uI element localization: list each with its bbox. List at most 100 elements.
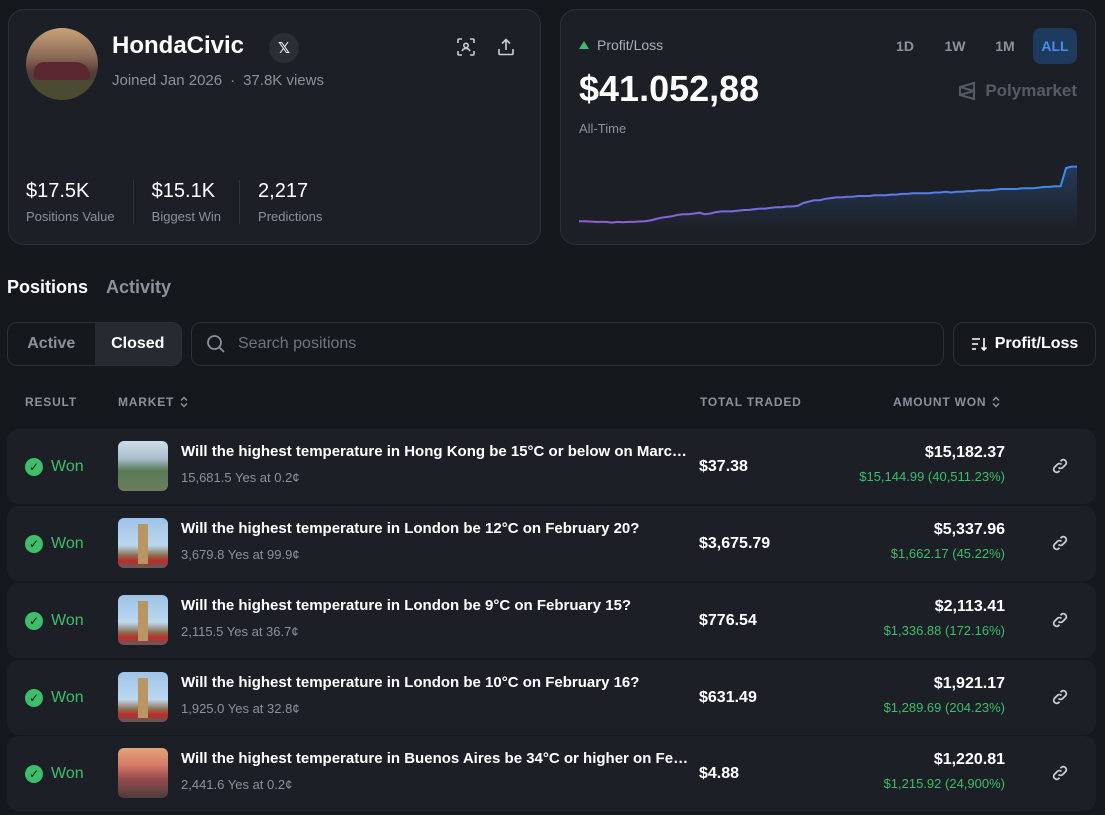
check-circle-icon: ✓ <box>25 764 43 783</box>
table-row[interactable]: ✓ Won Will the highest temperature in Lon… <box>7 506 1096 581</box>
time-range-selector: 1D 1W 1M ALL <box>883 28 1077 64</box>
sort-toggle-icon <box>992 396 1000 408</box>
profit-loss-period: All-Time <box>579 121 627 136</box>
total-traded: $4.88 <box>699 764 740 782</box>
amount-won: $1,921.17 <box>933 675 1005 692</box>
total-traded: $776.54 <box>699 611 757 629</box>
profit-loss-value: $41.052,88 <box>579 68 760 109</box>
profile-meta: Joined Jan 2026 · 37.8K views <box>112 72 324 89</box>
sort-button[interactable]: Profit/Loss <box>953 322 1096 366</box>
amount-won: $1,220.81 <box>933 751 1005 768</box>
market-thumbnail <box>118 595 168 645</box>
section-tabs: Positions Activity <box>7 277 171 298</box>
link-icon[interactable] <box>1050 456 1070 476</box>
market-thumbnail <box>118 518 168 568</box>
market-position: 1,925.0 Yes at 32.8¢ <box>181 701 300 716</box>
profile-card: HondaCivic 𝕏 Joined Jan 2026 · 37.8K views… <box>8 9 541 245</box>
profit-amount: $1,336.88 (172.16%) <box>883 623 1005 638</box>
total-traded: $37.38 <box>699 457 748 475</box>
header-amount-won[interactable]: AMOUNT WON <box>893 395 1001 409</box>
result-cell: ✓ Won <box>25 736 84 811</box>
view-count: 37.8K views <box>243 72 324 89</box>
stat-label: Positions Value <box>26 209 115 224</box>
market-title[interactable]: Will the highest temperature in Buenos A… <box>181 750 693 767</box>
stat-value: $15.1K <box>151 180 216 202</box>
table-row[interactable]: ✓ Won Will the highest temperature in Hon… <box>7 429 1096 504</box>
market-title[interactable]: Will the highest temperature in London b… <box>181 674 640 691</box>
amount-won: $2,113.41 <box>934 598 1005 615</box>
stat-value: $17.5K <box>26 180 90 202</box>
sort-toggle-icon <box>180 396 188 408</box>
result-cell: ✓ Won <box>25 660 84 735</box>
check-circle-icon: ✓ <box>25 534 43 553</box>
username: HondaCivic <box>112 32 245 59</box>
search-box <box>191 322 944 366</box>
filter-closed-button[interactable]: Closed <box>94 323 181 365</box>
sort-label: Profit/Loss <box>994 335 1079 352</box>
range-1m[interactable]: 1M <box>995 38 1015 54</box>
profit-loss-label-text: Profit/Loss <box>597 37 664 53</box>
link-icon[interactable] <box>1050 763 1070 783</box>
stat-positions-value: $17.5K Positions Value <box>26 180 134 224</box>
check-circle-icon: ✓ <box>25 457 43 476</box>
profit-loss-card: Profit/Loss $41.052,88 All-Time 1D 1W 1M… <box>560 9 1096 245</box>
status-filter: Active Closed <box>7 322 182 366</box>
total-traded: $631.49 <box>699 688 757 706</box>
market-thumbnail <box>118 672 168 722</box>
table-row[interactable]: ✓ Won Will the highest temperature in Lon… <box>7 660 1096 735</box>
profit-amount: $15,144.99 (40,511.23%) <box>859 469 1005 484</box>
table-row[interactable]: ✓ Won Will the highest temperature in Lon… <box>7 583 1096 658</box>
profit-amount: $1,289.69 (204.23%) <box>883 700 1005 715</box>
profit-amount: $1,215.92 (24,900%) <box>883 776 1005 791</box>
check-circle-icon: ✓ <box>25 611 43 630</box>
profit-loss-label: Profit/Loss <box>579 37 663 53</box>
amount-won: $15,182.37 <box>924 444 1005 461</box>
link-icon[interactable] <box>1050 687 1070 707</box>
result-cell: ✓ Won <box>25 429 84 504</box>
header-market[interactable]: MARKET <box>118 395 189 409</box>
market-thumbnail <box>118 441 168 491</box>
joined-date: Joined Jan 2026 <box>112 72 223 89</box>
filter-active-button[interactable]: Active <box>27 335 76 352</box>
share-icon[interactable] <box>495 36 517 58</box>
market-title[interactable]: Will the highest temperature in London b… <box>181 597 632 614</box>
total-traded: $3,675.79 <box>699 534 771 552</box>
market-position: 2,115.5 Yes at 36.7¢ <box>181 624 299 639</box>
stat-label: Predictions <box>258 209 323 224</box>
stat-value: 2,217 <box>258 180 309 202</box>
triangle-up-icon <box>579 41 589 49</box>
market-position: 2,441.6 Yes at 0.2¢ <box>181 777 293 792</box>
tab-activity[interactable]: Activity <box>106 277 172 297</box>
market-title[interactable]: Will the highest temperature in London b… <box>181 520 640 537</box>
search-icon <box>207 335 225 353</box>
search-input[interactable] <box>238 335 918 353</box>
polymarket-text: Polymarket <box>985 81 1077 100</box>
polymarket-logo-icon <box>959 81 976 101</box>
market-thumbnail <box>118 748 168 798</box>
result-cell: ✓ Won <box>25 506 84 581</box>
stat-label: Biggest Win <box>151 209 222 224</box>
market-position: 15,681.5 Yes at 0.2¢ <box>181 470 300 485</box>
scan-icon[interactable] <box>455 36 477 58</box>
range-1d[interactable]: 1D <box>896 38 914 54</box>
profit-amount: $1,662.17 (45.22%) <box>890 546 1005 561</box>
x-logo-icon[interactable]: 𝕏 <box>269 33 299 63</box>
avatar[interactable] <box>26 28 98 100</box>
stat-biggest-win: $15.1K Biggest Win <box>151 180 241 224</box>
market-title[interactable]: Will the highest temperature in Hong Kon… <box>181 443 693 460</box>
tab-positions[interactable]: Positions <box>7 277 89 297</box>
header-total-traded: TOTAL TRADED <box>700 395 802 409</box>
result-cell: ✓ Won <box>25 583 84 658</box>
link-icon[interactable] <box>1050 610 1070 630</box>
market-position: 3,679.8 Yes at 99.9¢ <box>181 547 300 562</box>
check-circle-icon: ✓ <box>25 688 43 707</box>
range-all[interactable]: ALL <box>1033 28 1077 64</box>
table-row[interactable]: ✓ Won Will the highest temperature in Bue… <box>7 736 1096 811</box>
chart-line <box>579 165 1077 224</box>
profile-stats: $17.5K Positions Value $15.1K Biggest Wi… <box>26 180 358 224</box>
amount-won: $5,337.96 <box>933 521 1005 538</box>
header-result: RESULT <box>25 395 77 409</box>
separator-dot: · <box>230 72 236 89</box>
link-icon[interactable] <box>1050 533 1070 553</box>
range-1w[interactable]: 1W <box>944 38 966 54</box>
